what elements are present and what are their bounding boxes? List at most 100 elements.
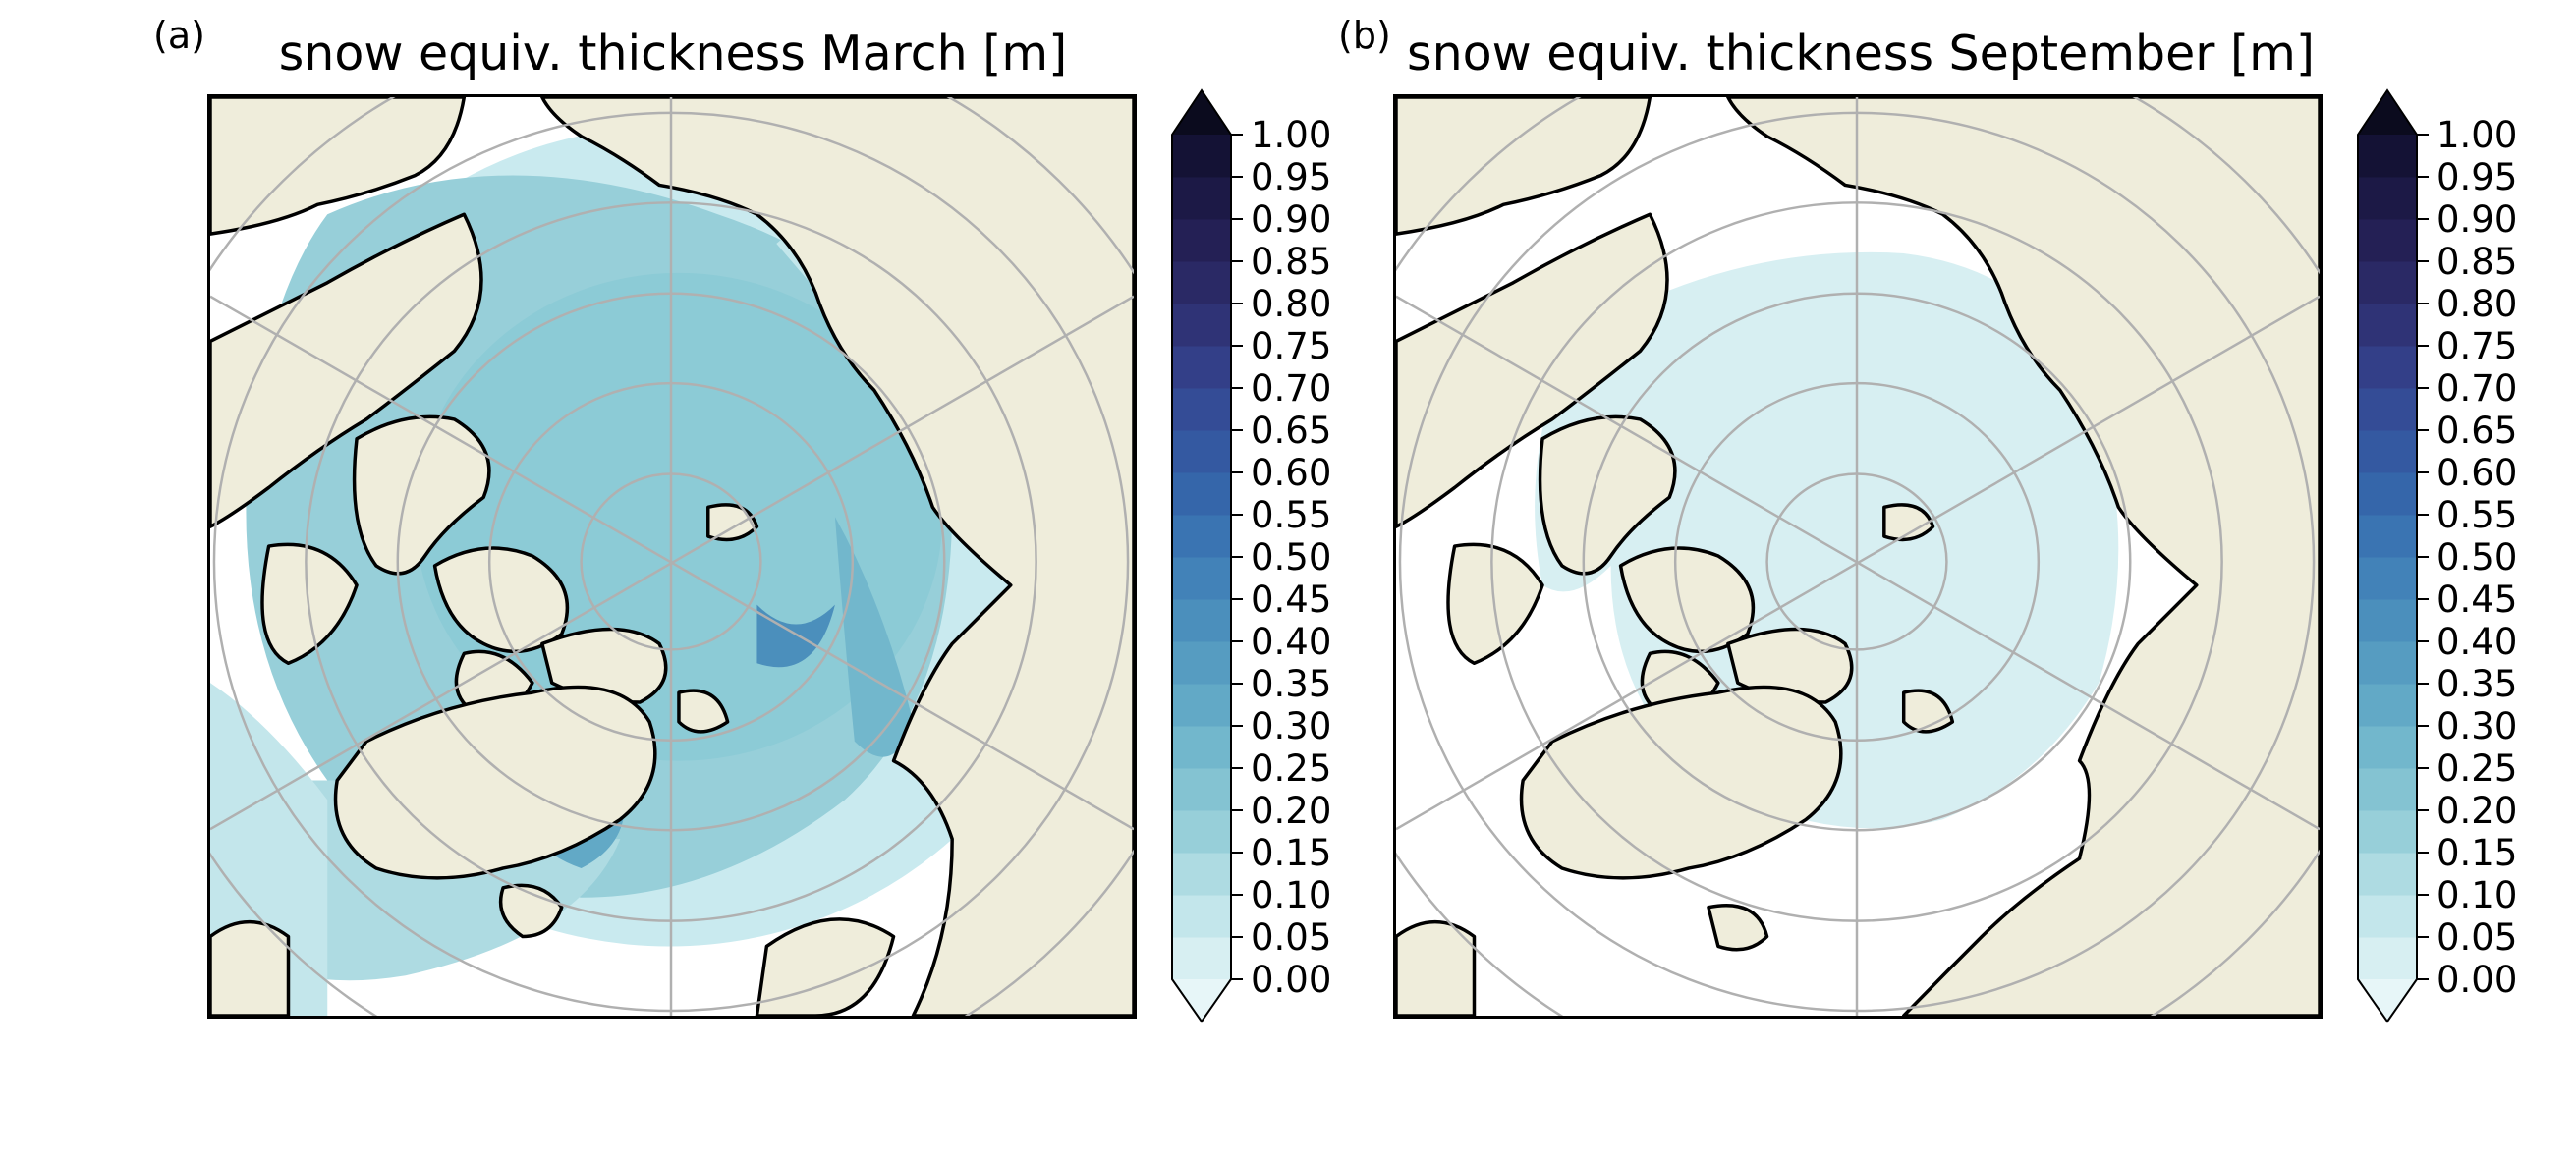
colorbar-tick-label: 0.80 (2436, 283, 2518, 325)
colorbar-extend-low (2358, 979, 2417, 1022)
colorbar-bin (1172, 219, 1231, 262)
colorbar-tick-label: 0.55 (2436, 494, 2518, 536)
graticule-september (1396, 97, 2320, 1016)
colorbar-tick-label: 0.75 (2436, 325, 2518, 367)
colorbar-tick-label: 0.60 (2436, 452, 2518, 494)
colorbar-tick-label: 0.05 (1251, 916, 1332, 959)
colorbar-tick-label: 0.00 (2436, 959, 2518, 1001)
colorbar-bin (1172, 304, 1231, 347)
colorbar-tick-label: 0.00 (1251, 959, 1332, 1001)
colorbar-bin (2358, 810, 2417, 854)
colorbar-bin (2358, 684, 2417, 727)
colorbar-bin (1172, 388, 1231, 431)
colorbar-bin (2358, 937, 2417, 980)
colorbar-bin (2358, 219, 2417, 262)
colorbar-tick-label: 0.90 (2436, 198, 2518, 241)
colorbar-bin (1172, 430, 1231, 473)
colorbar-tick-label: 0.10 (2436, 874, 2518, 916)
colorbar-tick-label: 1.00 (1251, 114, 1332, 156)
colorbar-tick-label: 0.20 (2436, 790, 2518, 832)
colorbar-tick-label: 0.65 (1251, 410, 1332, 452)
colorbar-tick-label: 0.85 (2436, 241, 2518, 283)
colorbar-tick-label: 0.60 (1251, 452, 1332, 494)
colorbar-tick-label: 0.30 (1251, 705, 1332, 747)
colorbar-bin (2358, 515, 2417, 558)
colorbar-bin (2358, 177, 2417, 220)
colorbar-september (2357, 88, 2429, 1025)
colorbar-tick-label: 0.30 (2436, 705, 2518, 747)
colorbar-bin (1172, 515, 1231, 558)
colorbar-bin (1172, 768, 1231, 811)
colorbar-tick-label: 0.25 (2436, 747, 2518, 790)
colorbar-bin (1172, 684, 1231, 727)
panel-label-b: (b) (1338, 14, 1391, 57)
panel-title-march: snow equiv. thickness March [m] (278, 26, 1068, 82)
colorbar-tick-label: 0.50 (1251, 536, 1332, 579)
colorbar-tick-label: 0.75 (1251, 325, 1332, 367)
graticule-march (210, 97, 1134, 1016)
colorbar-bin (2358, 768, 2417, 811)
map-march (207, 94, 1137, 1019)
colorbar-bin (2358, 641, 2417, 685)
colorbar-bin (1172, 177, 1231, 220)
colorbar-tick-label: 0.40 (2436, 621, 2518, 663)
colorbar-bin (1172, 346, 1231, 389)
colorbar-bin (1172, 810, 1231, 854)
colorbar-tick-label: 0.65 (2436, 410, 2518, 452)
colorbar-bin (1172, 472, 1231, 516)
colorbar-bin (1172, 599, 1231, 642)
polar-map-september (1396, 97, 2320, 1016)
colorbar-tick-label: 0.45 (1251, 579, 1332, 621)
colorbar-tick-label: 0.45 (2436, 579, 2518, 621)
colorbar-bin (1172, 853, 1231, 896)
colorbar-tick-label: 0.70 (2436, 367, 2518, 410)
land-september (1396, 97, 2320, 1016)
colorbar-bin (2358, 135, 2417, 178)
colorbar-tick-label: 1.00 (2436, 114, 2518, 156)
panel-title-september: snow equiv. thickness September [m] (1407, 26, 2315, 82)
map-september (1393, 94, 2323, 1019)
colorbar-bin (2358, 853, 2417, 896)
colorbar-tick-label: 0.55 (1251, 494, 1332, 536)
colorbar-bin (2358, 388, 2417, 431)
colorbar-tick-label: 0.80 (1251, 283, 1332, 325)
colorbar-march (1171, 88, 1243, 1025)
panel-label-a: (a) (153, 14, 205, 57)
colorbar-tick-label: 0.70 (1251, 367, 1332, 410)
colorbar-tick-label: 0.95 (1251, 156, 1332, 198)
colorbar-bin (2358, 895, 2417, 938)
colorbar-bin (1172, 726, 1231, 769)
colorbar-swatches-september (2357, 88, 2429, 1023)
colorbar-bin (2358, 261, 2417, 304)
colorbar-tick-label: 0.85 (1251, 241, 1332, 283)
colorbar-bin (1172, 937, 1231, 980)
colorbar-bin (1172, 135, 1231, 178)
colorbar-tick-label: 0.50 (2436, 536, 2518, 579)
colorbar-swatches-march (1171, 88, 1243, 1023)
colorbar-bin (2358, 599, 2417, 642)
polar-map-march (210, 97, 1134, 1016)
colorbar-bin (2358, 557, 2417, 600)
colorbar-tick-label: 0.95 (2436, 156, 2518, 198)
colorbar-tick-label: 0.15 (2436, 832, 2518, 874)
colorbar-tick-label: 0.15 (1251, 832, 1332, 874)
colorbar-bin (2358, 346, 2417, 389)
colorbar-tick-label: 0.25 (1251, 747, 1332, 790)
colorbar-bin (1172, 641, 1231, 685)
colorbar-bin (2358, 726, 2417, 769)
colorbar-extend-high (1172, 90, 1231, 135)
colorbar-tick-label: 0.35 (2436, 663, 2518, 705)
colorbar-bin (1172, 261, 1231, 304)
colorbar-tick-label: 0.10 (1251, 874, 1332, 916)
colorbar-bin (1172, 557, 1231, 600)
colorbar-tick-label: 0.20 (1251, 790, 1332, 832)
colorbar-extend-low (1172, 979, 1231, 1022)
colorbar-tick-label: 0.40 (1251, 621, 1332, 663)
colorbar-tick-label: 0.35 (1251, 663, 1332, 705)
colorbar-bin (2358, 472, 2417, 516)
colorbar-bin (2358, 304, 2417, 347)
colorbar-extend-high (2358, 90, 2417, 135)
colorbar-tick-label: 0.90 (1251, 198, 1332, 241)
colorbar-bin (2358, 430, 2417, 473)
colorbar-tick-label: 0.05 (2436, 916, 2518, 959)
